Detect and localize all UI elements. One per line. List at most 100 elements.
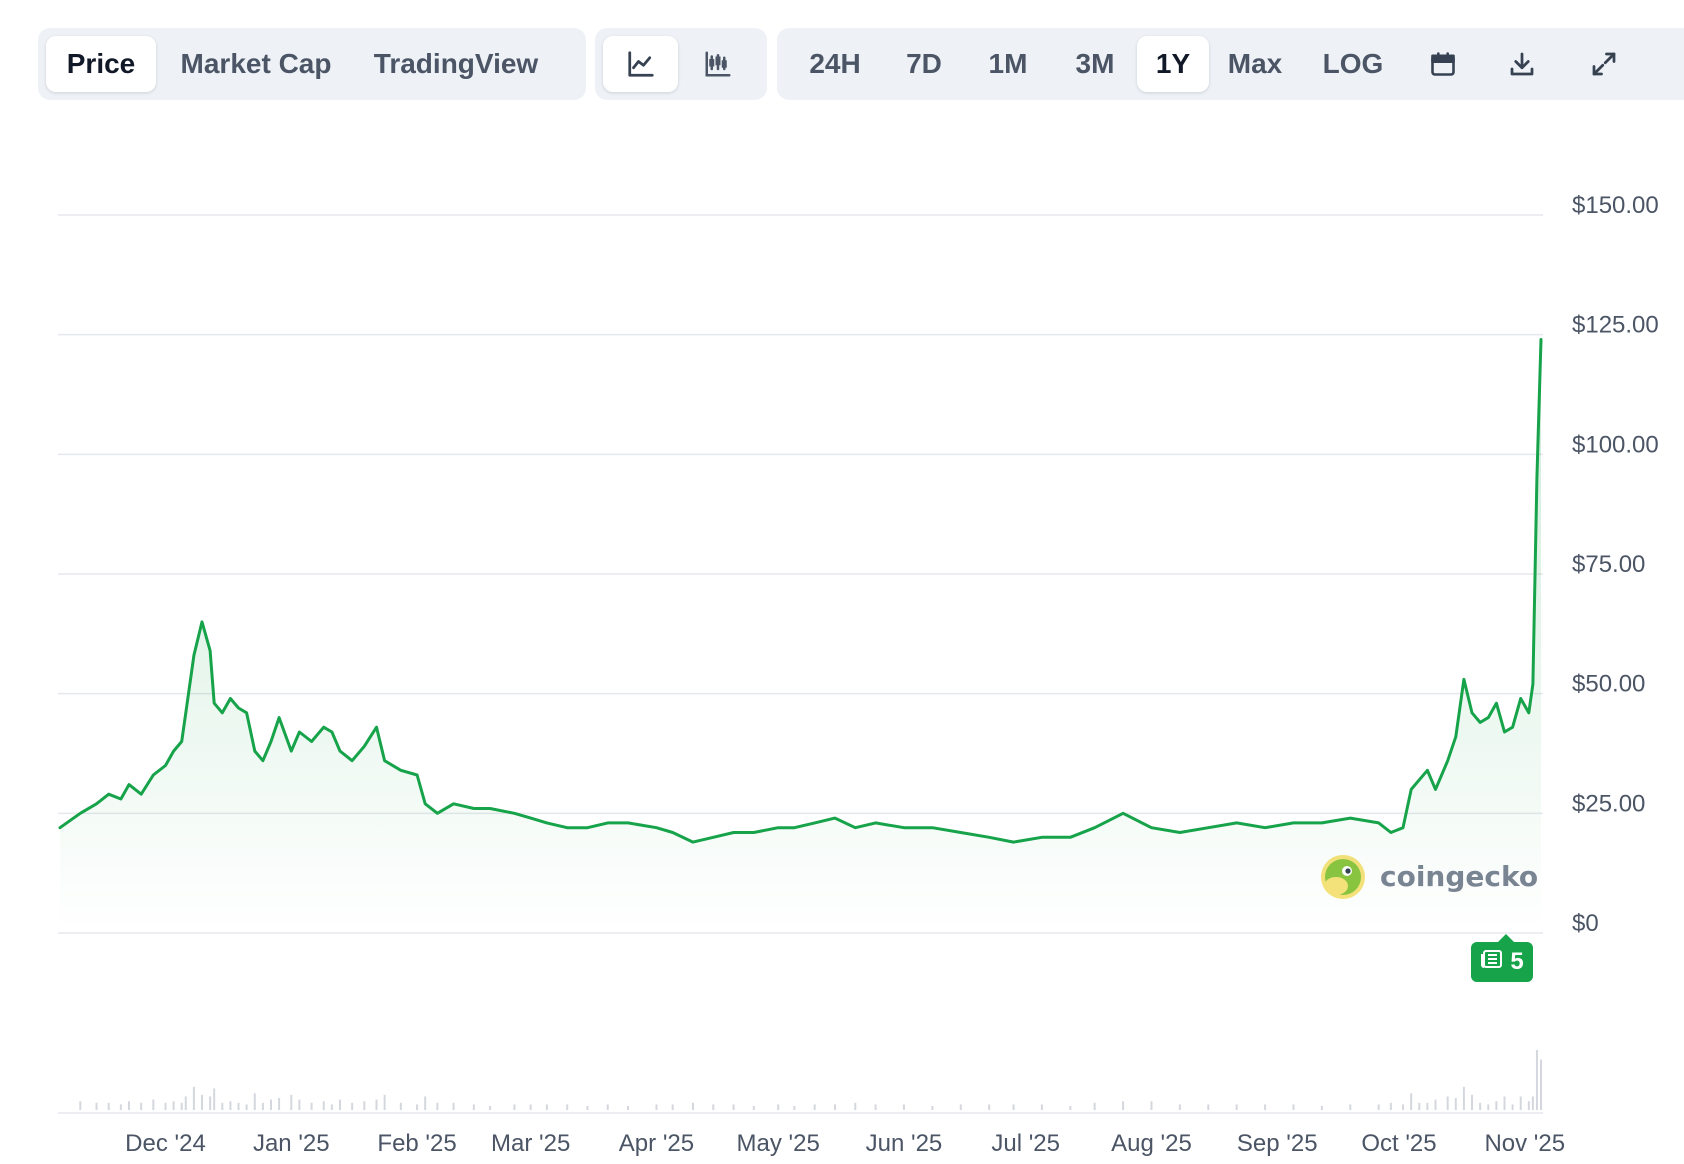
data-point: [1235, 821, 1239, 825]
calendar-button[interactable]: [1405, 36, 1481, 92]
data-point: [1401, 826, 1405, 830]
data-point: [1531, 682, 1535, 686]
volume-bar: [1122, 1101, 1125, 1110]
volume-bar: [606, 1104, 609, 1110]
y-axis: $0 $25.00 $50.00 $75.00 $100.00 $125.00 $150.0…: [1572, 192, 1659, 937]
download-button[interactable]: [1481, 36, 1563, 92]
volume-bar: [1320, 1106, 1323, 1110]
data-point: [1206, 826, 1210, 830]
data-point: [545, 821, 549, 825]
volume-bar: [351, 1102, 354, 1110]
volume-bar: [1178, 1104, 1181, 1110]
data-point: [322, 725, 326, 729]
range-max[interactable]: Max: [1227, 48, 1283, 79]
range-3m[interactable]: 3M: [1075, 48, 1115, 79]
volume-bar: [245, 1104, 248, 1110]
data-point: [330, 730, 334, 734]
data-point: [362, 744, 366, 748]
volume-bar: [416, 1104, 419, 1110]
volume-bar: [529, 1104, 532, 1110]
data-point: [1320, 821, 1324, 825]
fullscreen-button[interactable]: [1563, 36, 1645, 92]
download-icon: [1507, 49, 1537, 79]
volume-bar: [1349, 1104, 1352, 1110]
expand-icon: [1589, 49, 1619, 79]
volume-bar: [1292, 1104, 1295, 1110]
tab-market-cap[interactable]: Market Cap: [180, 48, 332, 79]
data-point: [1539, 337, 1543, 341]
volume-bar: [79, 1101, 82, 1110]
volume-bar: [436, 1102, 439, 1110]
data-point: [930, 826, 934, 830]
data-point: [776, 826, 780, 830]
data-point: [1263, 826, 1267, 830]
volume-bar: [1495, 1101, 1498, 1110]
volume-bar: [1012, 1104, 1015, 1110]
volume-bar: [988, 1104, 991, 1110]
news-badge[interactable]: 5: [1471, 934, 1533, 982]
volume-bar: [854, 1102, 857, 1110]
volume-bar: [383, 1094, 386, 1110]
log-scale-toggle[interactable]: LOG: [1322, 48, 1384, 79]
volume-bar: [1264, 1104, 1267, 1110]
volume-bar: [1418, 1102, 1421, 1110]
volume-bar: [752, 1106, 755, 1110]
volume-bar: [140, 1102, 143, 1110]
volume-bar: [253, 1093, 256, 1110]
volume-bar: [1471, 1094, 1474, 1110]
y-tick-label: $50.00: [1572, 671, 1645, 698]
tab-price[interactable]: Price: [46, 36, 156, 92]
volume-bar: [959, 1104, 962, 1110]
x-tick-label: Jun '25: [866, 1130, 943, 1157]
candlestick-chart-button[interactable]: [678, 36, 758, 92]
line-chart-button[interactable]: [603, 36, 678, 92]
data-point: [127, 783, 131, 787]
volume-bar: [338, 1099, 341, 1110]
data-point: [711, 835, 715, 839]
volume-bar: [322, 1101, 325, 1110]
volume-bar: [452, 1102, 455, 1110]
data-point: [606, 821, 610, 825]
range-7d[interactable]: 7D: [906, 48, 942, 79]
x-tick-label: Mar '25: [491, 1130, 570, 1157]
price-line: [58, 338, 1543, 844]
data-point: [529, 816, 533, 820]
volume-bar: [1511, 1104, 1514, 1110]
data-point: [415, 773, 419, 777]
data-point: [1291, 821, 1295, 825]
data-point: [691, 840, 695, 844]
volume-bar: [1069, 1106, 1072, 1110]
volume-bar: [874, 1104, 877, 1110]
range-24h[interactable]: 24H: [809, 48, 861, 79]
volume-bar: [566, 1104, 569, 1110]
volume-bar: [107, 1102, 110, 1110]
x-tick-label: Aug '25: [1111, 1130, 1192, 1157]
range-1m[interactable]: 1M: [988, 48, 1028, 79]
x-tick-label: Apr '25: [619, 1130, 694, 1157]
data-point: [423, 802, 427, 806]
volume-bar: [330, 1104, 333, 1110]
volume-bar: [1487, 1104, 1490, 1110]
volume-bar: [229, 1101, 232, 1110]
volume-bar: [813, 1104, 816, 1110]
data-point: [261, 759, 265, 763]
volume-bar: [119, 1104, 122, 1110]
volume-bar: [375, 1099, 378, 1110]
data-point: [565, 826, 569, 830]
data-point: [1486, 716, 1490, 720]
data-point: [853, 826, 857, 830]
x-tick-label: Nov '25: [1484, 1130, 1565, 1157]
data-point: [435, 811, 439, 815]
data-point: [1149, 826, 1153, 830]
news-count: 5: [1510, 948, 1524, 975]
volume-bar: [627, 1106, 630, 1110]
time-range-toolbar: 24H 7D 1M 3M 1Y Max LOG: [777, 28, 1684, 100]
volume-bar: [1454, 1098, 1457, 1110]
data-point: [792, 826, 796, 830]
data-point: [1470, 711, 1474, 715]
tab-tradingview[interactable]: TradingView: [373, 48, 539, 79]
range-1y[interactable]: 1Y: [1137, 36, 1209, 92]
data-point: [671, 830, 675, 834]
calendar-icon: [1429, 50, 1457, 78]
